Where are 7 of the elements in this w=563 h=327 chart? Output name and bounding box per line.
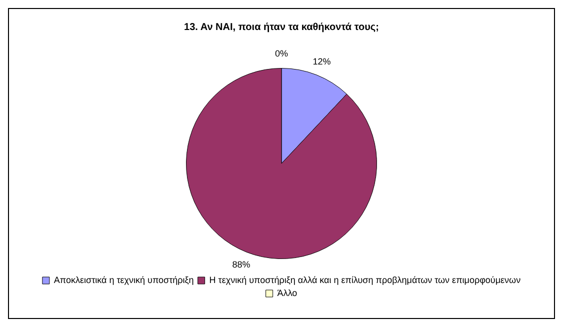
text: 0% <box>274 48 288 59</box>
data-label: 88% <box>232 260 250 270</box>
legend-label: Αποκλειστικά η τεχνική υποστήριξη <box>54 274 194 285</box>
data-label: 12% <box>312 56 331 66</box>
legend-label: Άλλο <box>277 288 298 298</box>
chart-title: 13. Αν ΝΑΙ, ποια ήταν τα καθήκοντά τους; <box>184 22 379 33</box>
legend-label: Η τεχνική υποστήριξη αλλά και η επίλυση προβλημάτων των επιμορφούμενων <box>209 274 522 285</box>
